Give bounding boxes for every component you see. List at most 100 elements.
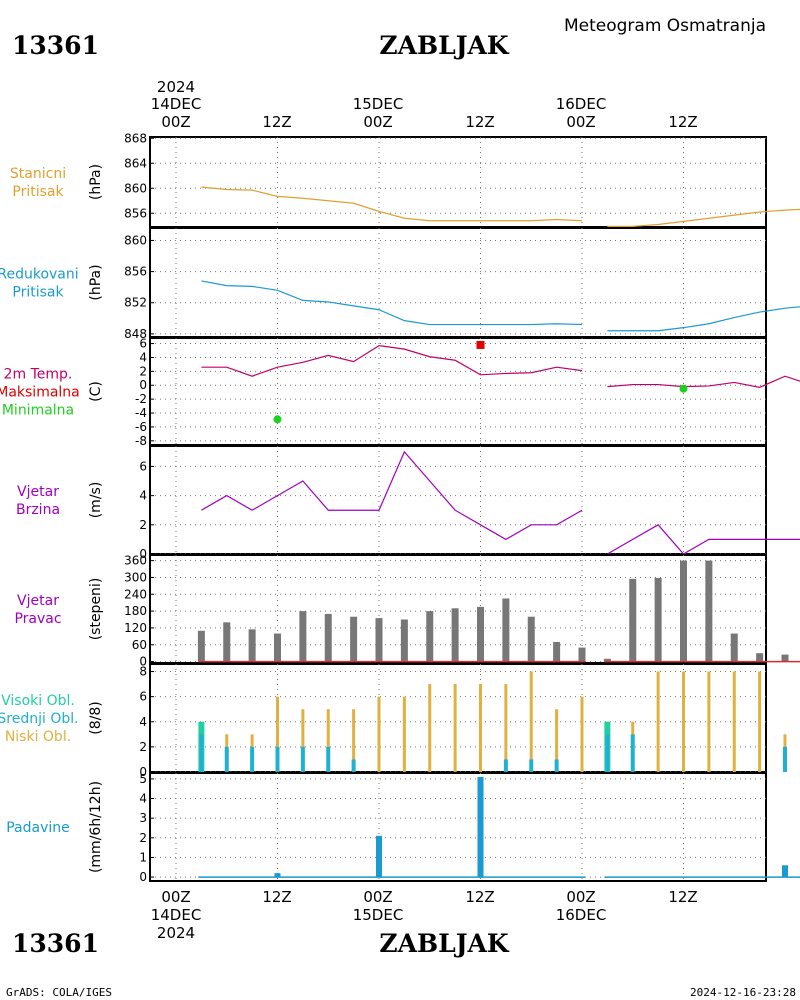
low-cloud-bar [682, 671, 685, 772]
middle-cloud-bar [783, 746, 787, 772]
precipitation-bar [477, 776, 484, 878]
low-cloud-bar [707, 671, 711, 772]
tmin-marker [273, 415, 282, 424]
y-tick-label: 120 [124, 621, 147, 635]
low-cloud-bar [656, 671, 660, 772]
wind-direction-bar [629, 578, 637, 662]
bottom-day-label-3: 16DEC [556, 906, 607, 924]
low-cloud-bar [402, 696, 406, 772]
y-tick-label: 2 [139, 364, 147, 378]
wind-direction-bar [375, 618, 383, 662]
middle-cloud-bar [630, 734, 635, 772]
y-tick-label: 1 [139, 850, 147, 864]
y-tick-label: -4 [135, 406, 147, 420]
y-tick-label: 4 [139, 489, 147, 503]
panel-label: Pravac [14, 611, 61, 627]
wind-direction-bar [197, 630, 205, 662]
low-cloud-bar [758, 671, 762, 772]
middle-cloud-bar [250, 746, 255, 772]
low-cloud-bar [580, 696, 584, 772]
y-tick-label: 856 [124, 206, 147, 220]
station_pressure-series-line [607, 208, 800, 227]
panel-label: Stanicni [10, 166, 66, 182]
wind_speed-series-line [607, 524, 800, 555]
middle-cloud-bar [503, 759, 508, 772]
panel-label: 2m Temp. [4, 367, 73, 383]
station-id-bottom: 13361 [12, 929, 99, 958]
y-tick-label: 6 [139, 337, 147, 351]
top-tick-label: 00Z [566, 113, 595, 131]
station-name-bottom: ZABLJAK [379, 929, 510, 958]
low-cloud-bar [504, 684, 508, 772]
tmin-marker [679, 384, 688, 393]
panel-label: Redukovani [0, 267, 79, 283]
top-tick-label: 12Z [262, 113, 291, 131]
wind-direction-bar [680, 560, 687, 662]
wind-direction-bar [553, 641, 561, 662]
bottom-tick-label: 12Z [668, 888, 697, 906]
y-tick-label: 0 [139, 870, 147, 884]
top-day-label-3: 16DEC [556, 95, 607, 113]
panel-frame [149, 337, 767, 446]
panels-group: 856860864868(hPa)StanicniPritisak8488528… [0, 131, 800, 884]
panel-label: Niski Obl. [5, 729, 71, 745]
y-tick-label: 2 [139, 831, 147, 845]
low-cloud-bar [555, 709, 559, 772]
y-axis-label: (stepeni) [88, 578, 104, 641]
wind-direction-bar [705, 560, 713, 662]
bottom-tick-label: 12Z [262, 888, 291, 906]
y-axis-label: (m/s) [88, 482, 104, 519]
y-tick-label: 848 [124, 327, 147, 341]
y-tick-label: 856 [124, 265, 147, 279]
panel-frame [149, 227, 767, 338]
panel-frame [149, 772, 767, 882]
wind-direction-bar [223, 622, 231, 662]
middle-cloud-bar [224, 746, 229, 772]
middle-cloud-bar [326, 746, 331, 772]
wind-direction-bar [756, 653, 764, 662]
top-tick-label: 00Z [161, 113, 190, 131]
y-axis-label: (C) [88, 381, 104, 402]
low-cloud-bar [377, 696, 381, 772]
top-year-label: 2024 [157, 78, 195, 96]
wind_speed-series-line [201, 450, 583, 541]
low-cloud-bar [276, 696, 279, 772]
wind-direction-bar [477, 606, 484, 662]
station-name-top: ZABLJAK [379, 31, 510, 60]
wind-direction-bar [502, 598, 510, 662]
middle-cloud-bar [351, 759, 356, 772]
y-tick-label: 6 [139, 690, 147, 704]
y-tick-label: 852 [124, 296, 147, 310]
panel-label: Visoki Obl. [1, 693, 75, 709]
y-axis-label: (mm/6h/12h) [88, 781, 104, 873]
top-tick-label: 12Z [668, 113, 697, 131]
wind-direction-bar [781, 654, 789, 662]
y-tick-label: 180 [124, 604, 147, 618]
station-id-top: 13361 [12, 31, 99, 60]
low-cloud-bar [326, 709, 330, 772]
low-cloud-bar [301, 709, 305, 772]
panel-frame [149, 663, 767, 773]
precipitation-bar [782, 865, 788, 878]
y-tick-label: 868 [124, 131, 147, 145]
y-tick-label: 3 [139, 811, 147, 825]
top-tick-label: 12Z [465, 113, 494, 131]
precipitation-bar [376, 835, 382, 878]
panel-label: Vjetar [17, 593, 59, 609]
middle-cloud-bar [275, 746, 280, 772]
middle-cloud-bar [554, 759, 559, 772]
y-tick-label: 4 [139, 792, 147, 806]
wind-direction-bar [324, 613, 332, 662]
temperature-series-line [607, 375, 800, 388]
y-tick-label: -2 [135, 392, 147, 406]
page-subtitle: Meteogram Osmatranja [564, 16, 766, 36]
bottom-tick-label: 00Z [566, 888, 595, 906]
bottom-year-label: 2024 [157, 924, 195, 942]
bottom-tick-label: 00Z [363, 888, 392, 906]
y-tick-label: 0 [139, 547, 147, 561]
wind-direction-bar [274, 633, 281, 662]
wind-direction-bar [603, 658, 611, 662]
wind-direction-bar [299, 611, 307, 662]
y-axis-label: (hPa) [88, 164, 104, 200]
bottom-day-label-1: 14DEC [151, 906, 202, 924]
